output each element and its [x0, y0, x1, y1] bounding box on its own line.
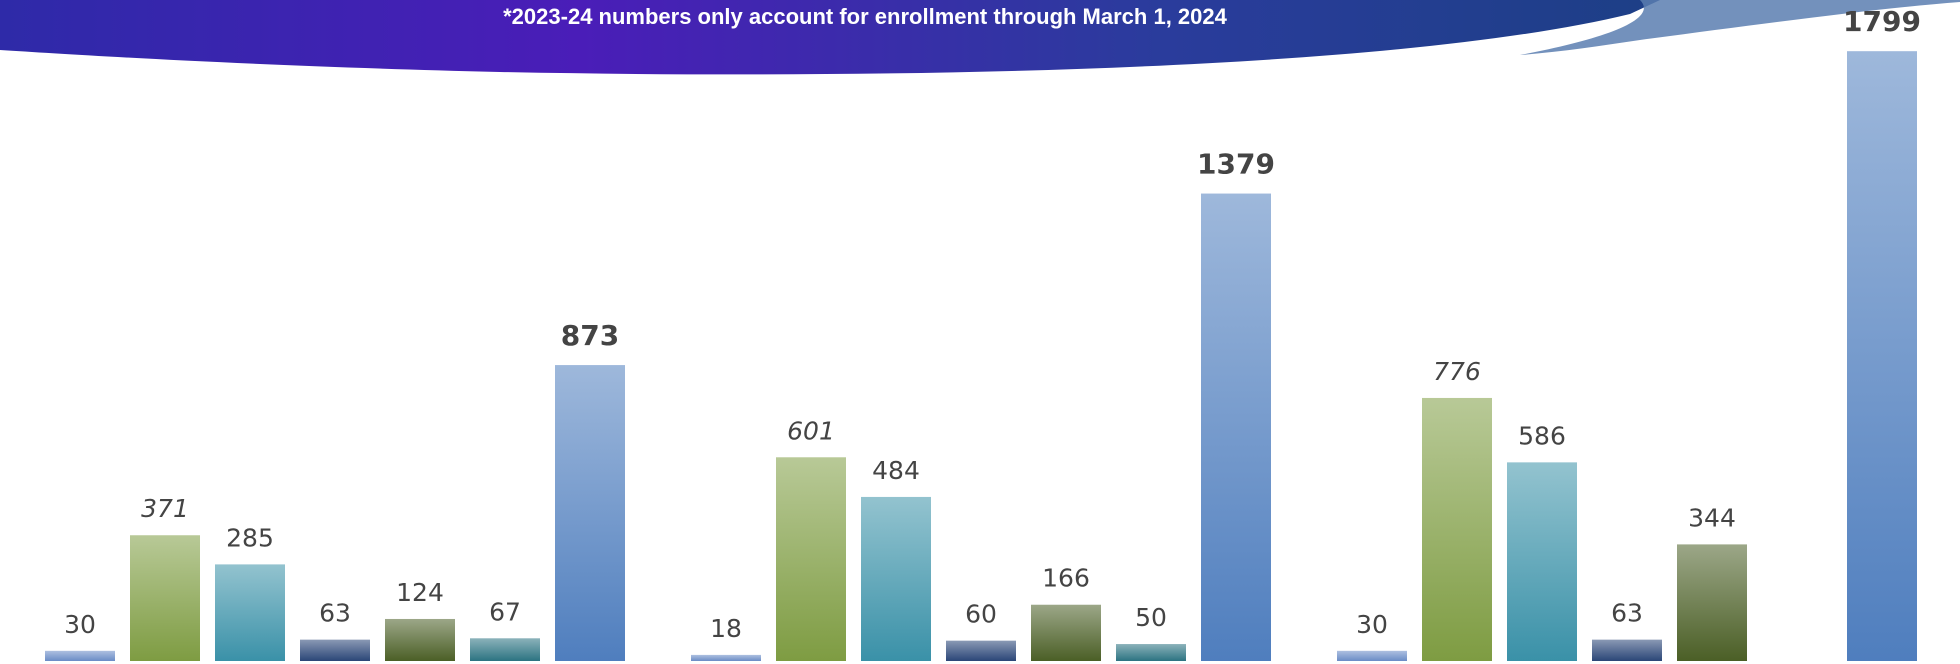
- bar: [1422, 397, 1492, 661]
- data-label: 30: [1356, 610, 1388, 639]
- data-label: 586: [1518, 421, 1566, 450]
- bar: [1847, 51, 1917, 662]
- bar: [776, 457, 846, 661]
- data-label: 50: [1135, 603, 1167, 632]
- bar: [1677, 544, 1747, 661]
- data-label: 67: [489, 597, 521, 626]
- data-label: 166: [1042, 564, 1090, 593]
- bar: [470, 638, 540, 661]
- bar: [1337, 650, 1407, 661]
- data-label: 776: [1433, 357, 1481, 386]
- data-label: 1379: [1197, 148, 1275, 181]
- data-label: 18: [710, 614, 742, 643]
- bar: [1592, 639, 1662, 661]
- bar: [45, 650, 115, 661]
- bar: [130, 535, 200, 661]
- data-label: 63: [319, 599, 351, 628]
- bar: [1031, 604, 1101, 661]
- data-label: 30: [64, 610, 96, 639]
- data-label: 1799: [1843, 5, 1921, 38]
- data-label: 60: [965, 600, 997, 629]
- data-label: 873: [561, 319, 619, 352]
- bar: [1116, 644, 1186, 661]
- bar: [861, 496, 931, 661]
- bar: [1507, 462, 1577, 661]
- data-label: 484: [872, 456, 920, 485]
- bar: [691, 654, 761, 661]
- data-label: 601: [787, 416, 835, 445]
- data-label: 371: [141, 494, 189, 523]
- data-label: 285: [226, 523, 274, 552]
- banner: [0, 0, 1660, 75]
- bar: [555, 365, 625, 661]
- bar: [385, 618, 455, 661]
- subtitle: *2023-24 numbers only account for enroll…: [503, 4, 1228, 29]
- banner-stripe: [1520, 0, 1960, 55]
- bar: [300, 639, 370, 661]
- data-label: 124: [396, 578, 444, 607]
- bar: [946, 640, 1016, 661]
- data-label: 344: [1688, 503, 1736, 532]
- bar: [1201, 193, 1271, 661]
- data-label: 63: [1611, 599, 1643, 628]
- bar: [215, 564, 285, 661]
